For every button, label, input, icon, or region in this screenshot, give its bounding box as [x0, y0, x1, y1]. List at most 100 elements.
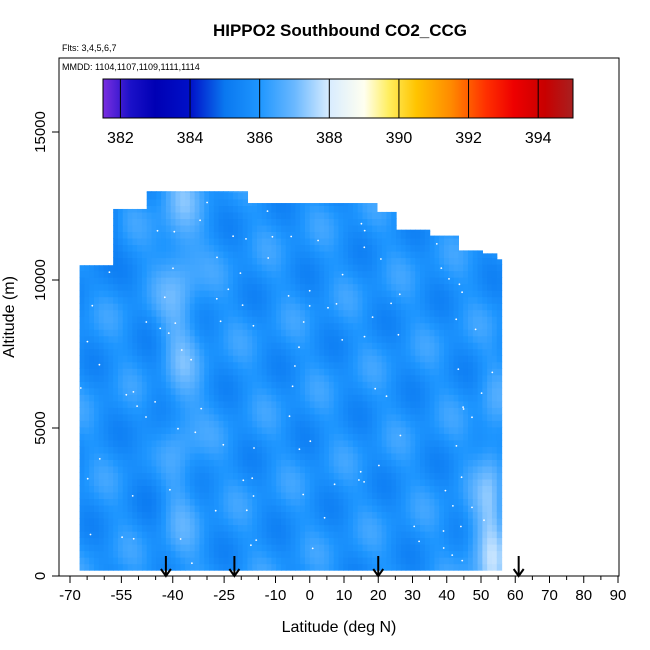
- heatmap-cell: [367, 224, 373, 233]
- heatmap-cell: [424, 329, 431, 337]
- heatmap-cell: [333, 290, 340, 298]
- heatmap-cell: [108, 452, 114, 460]
- heatmap-cell: [204, 426, 210, 434]
- heatmap-cell: [285, 544, 292, 552]
- heatmap-cell: [98, 504, 105, 513]
- heatmap-cell: [314, 342, 320, 350]
- heatmap-cell: [156, 433, 162, 441]
- heatmap-cell: [467, 413, 474, 421]
- heatmap-cell: [376, 563, 383, 571]
- heatmap-cell: [223, 459, 229, 467]
- heatmap-cell: [79, 265, 85, 272]
- heatmap-cell: [362, 544, 368, 552]
- sample-points: [79, 201, 494, 565]
- heatmap-cell: [151, 465, 157, 473]
- heatmap-cell: [352, 563, 359, 571]
- heatmap-cell: [439, 348, 445, 356]
- heatmap-cell: [103, 491, 109, 500]
- heatmap-cell: [444, 413, 450, 421]
- heatmap-cell: [324, 433, 330, 441]
- heatmap-cell: [204, 491, 210, 500]
- heatmap-cell: [333, 511, 340, 519]
- heatmap-cell: [290, 407, 296, 415]
- heatmap-cell: [209, 439, 215, 447]
- sample-point: [222, 443, 225, 446]
- heatmap-cell: [333, 413, 340, 421]
- heatmap-cell: [309, 459, 316, 467]
- heatmap-cell: [146, 205, 153, 213]
- heatmap-cell: [477, 465, 483, 473]
- heatmap-cell: [448, 433, 455, 441]
- heatmap-cell: [261, 224, 268, 233]
- heatmap-cell: [434, 322, 440, 330]
- heatmap-cell: [458, 413, 464, 421]
- heatmap-cell: [84, 531, 90, 539]
- heatmap-cell: [180, 244, 186, 252]
- heatmap-cell: [127, 322, 133, 330]
- heatmap-cell: [309, 342, 316, 350]
- heatmap-cell: [491, 465, 498, 473]
- heatmap-cell: [309, 355, 316, 363]
- heatmap-cell: [79, 381, 85, 389]
- heatmap-cell: [175, 413, 181, 421]
- heatmap-cell: [271, 205, 277, 213]
- heatmap-cell: [165, 452, 172, 460]
- heatmap-cell: [237, 537, 244, 545]
- heatmap-cell: [472, 452, 479, 460]
- heatmap-cell: [209, 283, 215, 291]
- sample-point: [461, 291, 463, 294]
- heatmap-cell: [209, 244, 215, 252]
- heatmap-cell: [204, 211, 210, 220]
- heatmap-cell: [161, 420, 167, 428]
- heatmap-cell: [185, 517, 191, 526]
- heatmap-cell: [381, 264, 388, 272]
- heatmap-cell: [309, 420, 316, 428]
- heatmap-cell: [467, 557, 474, 565]
- heatmap-cell: [400, 491, 407, 500]
- heatmap-cell: [280, 296, 287, 304]
- heatmap-cell: [429, 355, 436, 363]
- sample-point: [241, 304, 244, 306]
- heatmap-cell: [472, 283, 479, 291]
- heatmap-cell: [352, 511, 359, 519]
- heatmap-cell: [180, 342, 186, 350]
- heatmap-cell: [333, 537, 340, 545]
- heatmap-cell: [276, 244, 282, 252]
- heatmap-cell: [410, 277, 416, 285]
- heatmap-cell: [319, 374, 325, 382]
- heatmap-cell: [170, 211, 177, 220]
- heatmap-cell: [343, 277, 349, 285]
- heatmap-cell: [348, 361, 354, 369]
- heatmap-cell: [487, 296, 493, 304]
- heatmap-cell: [185, 237, 191, 246]
- heatmap-cell: [300, 544, 306, 552]
- heatmap-cell: [261, 348, 268, 356]
- heatmap-cell: [448, 400, 455, 408]
- heatmap-cell: [108, 329, 114, 337]
- heatmap-cell: [357, 205, 364, 213]
- heatmap-cell: [477, 309, 483, 317]
- heatmap-cell: [290, 218, 296, 226]
- heatmap-cell: [444, 504, 450, 513]
- heatmap-cell: [266, 211, 272, 220]
- heatmap-cell: [228, 563, 234, 571]
- heatmap-cell: [137, 550, 143, 558]
- heatmap-cell: [328, 563, 335, 571]
- heatmap-cell: [141, 290, 148, 298]
- heatmap-cell: [228, 504, 234, 513]
- heatmap-cell: [304, 250, 311, 259]
- heatmap-cell: [367, 413, 373, 421]
- heatmap-cell: [463, 563, 469, 571]
- heatmap-cell: [314, 290, 320, 298]
- heatmap-cell: [228, 394, 234, 402]
- heatmap-cell: [396, 283, 402, 291]
- heatmap-cell: [472, 348, 479, 356]
- heatmap-cell: [348, 237, 354, 246]
- sample-point: [266, 210, 269, 213]
- heatmap-cell: [424, 407, 431, 415]
- heatmap-cell: [324, 361, 330, 369]
- heatmap-cell: [132, 290, 138, 298]
- heatmap-cell: [367, 316, 373, 324]
- heatmap-cell: [448, 459, 455, 467]
- heatmap-cell: [420, 309, 426, 317]
